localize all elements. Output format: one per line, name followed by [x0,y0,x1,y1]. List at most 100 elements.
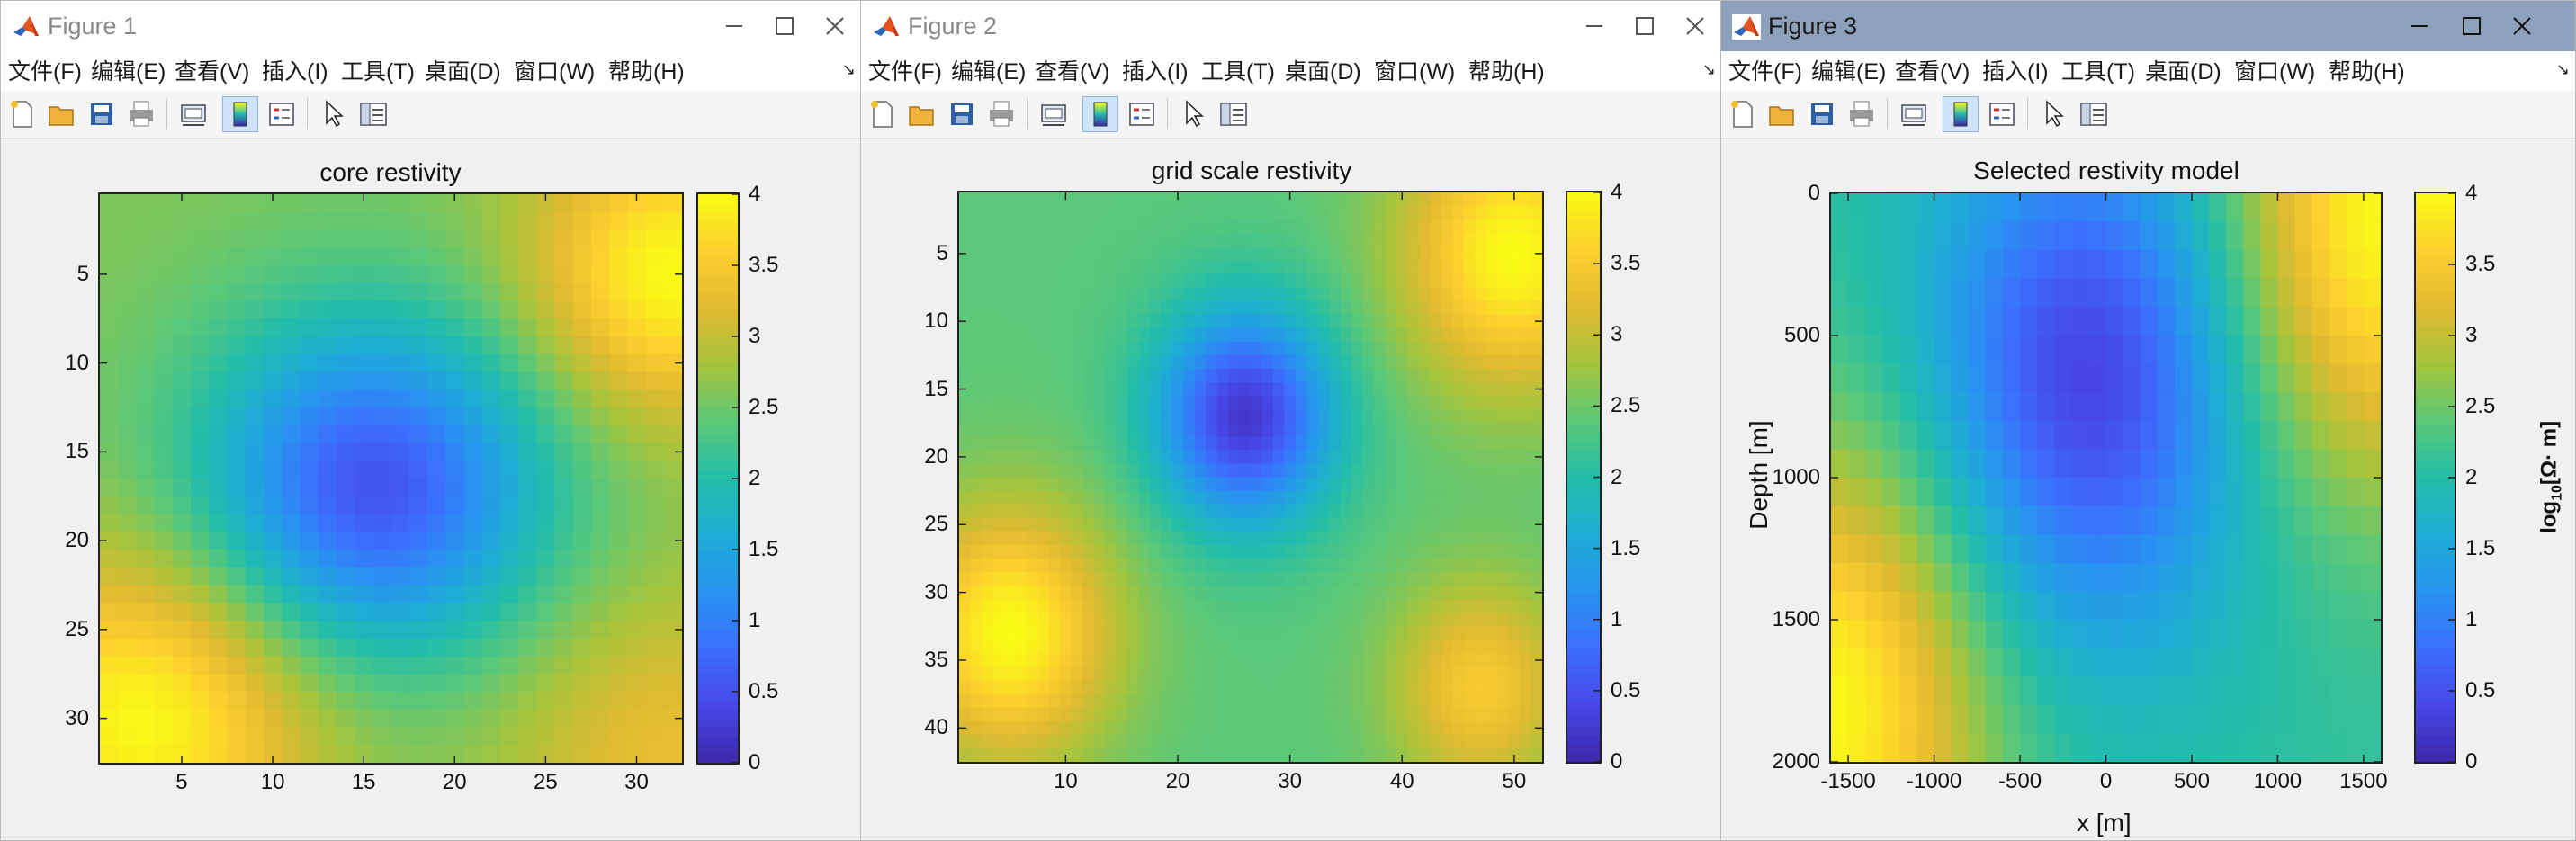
open-file-icon[interactable] [904,96,940,132]
save-icon[interactable] [1804,96,1840,132]
figure-window-3[interactable]: Figure 3 文件(F) 编辑(E) 查看(V) 插入(I) 工具(T) 桌… [1720,0,2576,841]
print-icon[interactable] [983,96,1019,132]
menu-overflow-icon[interactable]: ↘ [2555,60,2570,79]
maximize-button[interactable] [2451,4,2492,48]
menu-edit[interactable]: 编辑(E) [91,59,166,85]
heatmap-cell [981,436,993,451]
print-icon[interactable] [123,96,159,132]
heatmap-cell [481,709,501,729]
heatmap-cell [499,514,519,532]
new-figure-icon[interactable] [1725,96,1761,132]
colorbar[interactable] [1566,191,1602,764]
menu-window[interactable]: 窗口(W) [514,59,596,85]
heatmap-cell [981,599,993,613]
save-icon[interactable] [84,96,120,132]
figure-canvas[interactable]: core restivity 5 10 15 20 25 30 5 10 15 20 25 30 0… [1,139,861,840]
menu-desktop[interactable]: 桌面(D) [425,59,501,85]
figure-window-2[interactable]: Figure 2 文件(F) 编辑(E) 查看(V) 插入(I) 工具(T) 桌… [860,0,1722,841]
minimize-button[interactable] [714,4,755,48]
heatmap-plot[interactable] [1829,192,2383,764]
colorbar[interactable] [696,192,740,765]
colorbar-icon[interactable] [1943,96,1979,132]
heatmap-cell [518,674,537,693]
legend-icon[interactable] [1984,96,2020,132]
heatmap-cell [1183,300,1196,316]
menu-overflow-icon[interactable]: ↘ [841,60,856,79]
menu-view[interactable]: 查看(V) [175,59,250,85]
close-button[interactable] [1674,4,1716,48]
figure-window-1[interactable]: Figure 1 文件(F) 编辑(E) 查看(V) 插入(I) 工具(T) 桌… [0,0,862,841]
menu-insert[interactable]: 插入(I) [262,59,328,85]
menu-insert[interactable]: 插入(I) [1982,59,2049,85]
minimize-button[interactable] [1574,4,1615,48]
menu-desktop[interactable]: 桌面(D) [1285,59,1361,85]
heatmap-cell [2037,307,2055,336]
close-button[interactable] [814,4,856,48]
select-arrow-icon[interactable] [2036,96,2072,132]
window-titlebar[interactable]: Figure 3 [1721,1,2575,51]
menu-edit[interactable]: 编辑(E) [951,59,1027,85]
heatmap-cell [572,247,592,266]
property-inspector-icon[interactable] [1216,96,1252,132]
menu-overflow-icon[interactable]: ↘ [1701,60,1716,79]
menu-tools[interactable]: 工具(T) [341,59,415,85]
legend-icon[interactable] [264,96,300,132]
heatmap-plot[interactable] [98,192,684,765]
window-titlebar[interactable]: Figure 1 [1,1,861,51]
heatmap-cell [1228,626,1241,640]
colorbar-icon[interactable] [1082,96,1118,132]
minimize-button[interactable] [2399,4,2440,48]
property-inspector-icon[interactable] [355,96,391,132]
close-button[interactable] [2501,4,2543,48]
link-plot-icon[interactable] [175,96,211,132]
heatmap-cell [1003,260,1016,275]
legend-icon[interactable] [1124,96,1160,132]
heatmap-cell [1228,463,1241,479]
menu-insert[interactable]: 插入(I) [1122,59,1189,85]
new-figure-icon[interactable] [4,96,40,132]
heatmap-cell [992,463,1005,479]
menu-help[interactable]: 帮助(H) [608,59,685,85]
select-arrow-icon[interactable] [1176,96,1212,132]
heatmap-cell [463,709,483,729]
menu-desktop[interactable]: 桌面(D) [2145,59,2221,85]
property-inspector-icon[interactable] [2076,96,2112,132]
heatmap-cell [981,640,993,655]
menu-view[interactable]: 查看(V) [1895,59,1970,85]
menu-edit[interactable]: 编辑(E) [1811,59,1887,85]
colorbar-segment [1567,744,1600,754]
menu-window[interactable]: 窗口(W) [2234,59,2316,85]
menu-file[interactable]: 文件(F) [868,59,942,85]
menu-file[interactable]: 文件(F) [1728,59,1802,85]
print-icon[interactable] [1844,96,1880,132]
open-file-icon[interactable] [44,96,80,132]
link-plot-icon[interactable] [1036,96,1072,132]
heatmap-cell [1284,396,1297,410]
colorbar[interactable] [2414,192,2456,764]
open-file-icon[interactable] [1764,96,1800,132]
heatmap-plot[interactable] [957,191,1544,764]
menu-file[interactable]: 文件(F) [8,59,82,85]
figure-canvas[interactable]: Selected restivity model -1500 -1000 -500 0… [1721,139,2575,840]
heatmap-cell [1126,613,1139,627]
heatmap-cell [1374,531,1387,546]
heatmap-cell [1105,667,1117,682]
menu-window[interactable]: 窗口(W) [1374,59,1456,85]
window-titlebar[interactable]: Figure 2 [861,1,1721,51]
figure-canvas[interactable]: grid scale restivity 10 20 30 40 50 5 10 15 20 2… [861,139,1721,840]
menu-help[interactable]: 帮助(H) [1468,59,1545,85]
colorbar-icon[interactable] [222,96,258,132]
heatmap-cell [1407,206,1420,220]
maximize-button[interactable] [1624,4,1665,48]
heatmap-cell [1530,233,1542,247]
menu-tools[interactable]: 工具(T) [2061,59,2135,85]
menu-view[interactable]: 查看(V) [1035,59,1110,85]
maximize-button[interactable] [764,4,805,48]
link-plot-icon[interactable] [1896,96,1932,132]
select-arrow-icon[interactable] [316,96,352,132]
menu-help[interactable]: 帮助(H) [2329,59,2405,85]
new-figure-icon[interactable] [865,96,901,132]
menu-tools[interactable]: 工具(T) [1201,59,1275,85]
save-icon[interactable] [944,96,980,132]
heatmap-cell [1329,423,1342,437]
